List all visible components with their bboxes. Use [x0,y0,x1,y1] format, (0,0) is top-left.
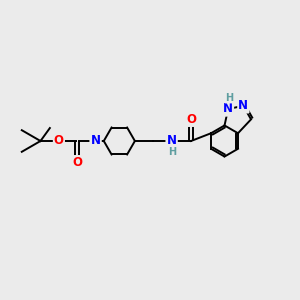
Text: O: O [72,156,82,169]
Text: N: N [91,134,100,148]
Text: O: O [72,156,82,169]
Text: N: N [223,103,233,116]
Text: O: O [54,134,64,148]
Text: H: H [225,93,233,103]
Text: N: N [223,103,233,116]
Text: N: N [238,99,248,112]
Text: N: N [238,99,248,112]
Text: N: N [167,134,177,148]
Text: O: O [186,113,196,126]
Text: H: H [168,147,176,158]
Text: N: N [91,134,100,148]
Text: O: O [186,113,196,126]
Text: H: H [168,147,176,158]
Text: O: O [54,134,64,148]
Text: H: H [225,93,233,103]
Text: N: N [167,134,177,148]
